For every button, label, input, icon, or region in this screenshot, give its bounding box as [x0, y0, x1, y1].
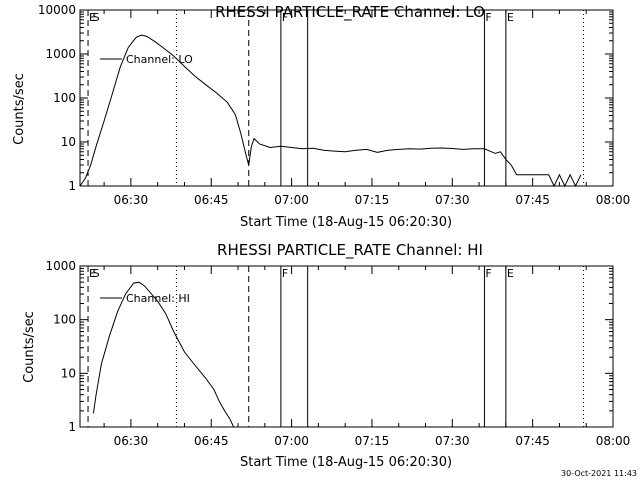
marker-label: F: [485, 11, 491, 24]
legend-label: Channel: HI: [126, 292, 190, 305]
series-line: [79, 34, 582, 188]
marker-label: S: [93, 267, 100, 280]
y-tick-label: 10: [61, 366, 76, 380]
x-tick-label: 06:45: [194, 434, 229, 448]
y-tick-label: 1: [68, 420, 76, 434]
y-tick-label: 10: [61, 135, 76, 149]
y-tick-label: 1000: [45, 47, 76, 61]
x-tick-label: 07:45: [515, 193, 550, 207]
panel-lo: RHESSI PARTICLE_RATE Channel: LO Counts/…: [12, 3, 630, 230]
marker-label: E: [507, 267, 514, 280]
y-tick-label: 100: [53, 313, 76, 327]
y-axis-label: Counts/sec: [12, 73, 27, 145]
footer-timestamp: 30-Oct-2021 11:43: [561, 469, 637, 478]
series-line: [92, 281, 235, 428]
y-tick-label: 100: [53, 91, 76, 105]
marker-label: E: [89, 11, 96, 24]
marker-label: E: [507, 11, 514, 24]
chart-title: RHESSI PARTICLE_RATE Channel: LO: [215, 3, 485, 22]
plot-frame: [79, 265, 614, 428]
x-tick-label: 07:00: [274, 193, 309, 207]
y-axis-label: Counts/sec: [22, 311, 37, 383]
x-tick-label: 06:30: [114, 434, 149, 448]
x-tick-label: 07:30: [435, 434, 470, 448]
x-axis-label: Start Time (18-Aug-15 06:20:30): [240, 215, 452, 230]
x-tick-label: 08:00: [596, 193, 631, 207]
x-tick-label: 08:00: [596, 434, 631, 448]
x-tick-label: 07:30: [435, 193, 470, 207]
y-tick-label: 10000: [38, 3, 76, 17]
panel-hi: RHESSI PARTICLE_RATE Channel: HI Counts/…: [22, 241, 630, 470]
x-tick-label: 07:15: [355, 193, 390, 207]
chart-title: RHESSI PARTICLE_RATE Channel: HI: [217, 241, 483, 260]
legend-label: Channel: LO: [126, 53, 193, 66]
marker-label: F: [282, 11, 288, 24]
x-axis-label: Start Time (18-Aug-15 06:20:30): [240, 455, 452, 470]
y-tick-label: 1: [68, 179, 76, 193]
x-tick-label: 07:45: [515, 434, 550, 448]
marker-label: F: [485, 267, 491, 280]
marker-label: S: [93, 11, 100, 24]
x-tick-label: 07:15: [355, 434, 390, 448]
marker-label: F: [282, 267, 288, 280]
marker-label: E: [89, 267, 96, 280]
x-tick-label: 07:00: [274, 434, 309, 448]
y-tick-label: 1000: [45, 259, 76, 273]
x-tick-label: 06:30: [114, 193, 149, 207]
x-tick-label: 06:45: [194, 193, 229, 207]
